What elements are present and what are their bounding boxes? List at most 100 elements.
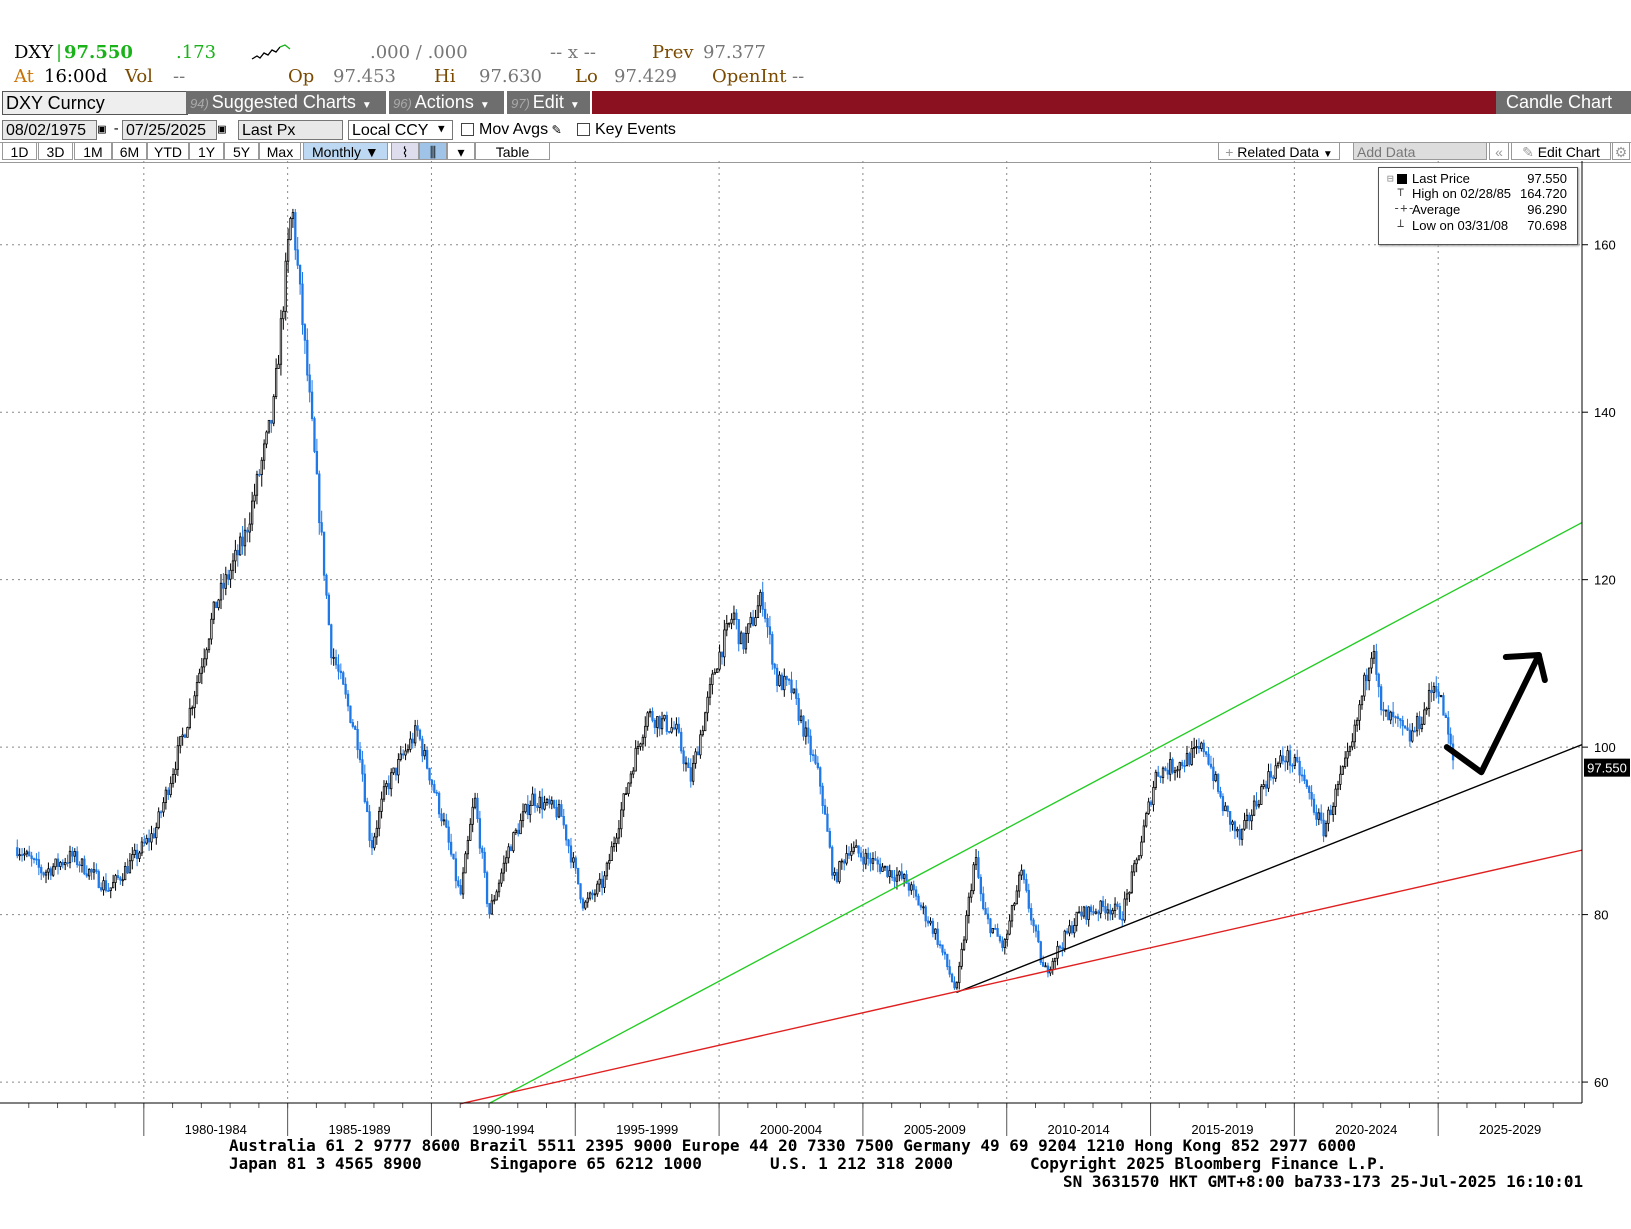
candle-body <box>380 798 383 812</box>
tab-1y[interactable]: 1Y <box>189 142 224 160</box>
frequency-selector[interactable]: Monthly ▼ <box>303 142 388 160</box>
candle-body <box>881 866 884 872</box>
calendar-icon[interactable]: ▣ <box>218 122 226 137</box>
candle-body <box>1367 667 1371 682</box>
candle-body <box>200 666 203 674</box>
tab-1d[interactable]: 1D <box>2 142 37 160</box>
mov-avgs-checkbox[interactable] <box>461 123 474 136</box>
candle-body <box>862 856 865 865</box>
candle-body <box>164 789 168 803</box>
candle-body <box>509 846 513 852</box>
tab-1m[interactable]: 1M <box>74 142 112 160</box>
chevron-down-icon[interactable]: ▾ <box>447 142 475 160</box>
candle-body <box>1233 821 1237 832</box>
candle-body <box>1164 767 1167 771</box>
candle-body <box>720 651 724 658</box>
actions-menu[interactable]: 96) Actions ▼ <box>389 91 504 114</box>
candle-body <box>804 727 808 737</box>
candle-body <box>1418 716 1421 730</box>
candle-body <box>840 860 843 863</box>
last-value-tag <box>1584 758 1630 777</box>
candle-body <box>315 451 319 475</box>
candle-body <box>327 594 331 626</box>
candle-body <box>1281 755 1285 762</box>
bar-style-icon[interactable]: ⫼ <box>419 142 447 160</box>
candle-body <box>473 797 477 808</box>
line-style-icon[interactable]: ⌇ <box>391 142 419 160</box>
candle-body <box>78 864 81 867</box>
field-selector[interactable]: Last Px <box>238 120 343 140</box>
candle-body <box>946 953 949 968</box>
candle-body <box>1075 911 1078 926</box>
candle-body <box>1087 906 1090 920</box>
candle-body <box>517 829 520 835</box>
candle-body <box>1262 784 1265 787</box>
start-date-field[interactable]: 08/02/1975 <box>2 120 97 140</box>
candle-body <box>545 798 549 803</box>
candle-body <box>821 785 824 807</box>
candle-body <box>910 884 913 891</box>
table-button[interactable]: Table <box>475 142 550 160</box>
candle-body <box>1375 651 1378 675</box>
candle-body <box>814 754 817 764</box>
candle-body <box>390 772 393 790</box>
candle-body <box>471 806 474 825</box>
candle-body <box>891 870 894 879</box>
candle-body <box>533 793 537 807</box>
candle-body <box>1149 801 1153 805</box>
pencil-icon[interactable]: ✎ <box>552 120 562 138</box>
add-data-field[interactable]: Add Data <box>1353 142 1487 160</box>
candle-body <box>461 872 465 895</box>
candle-body <box>1317 812 1320 820</box>
candle-body <box>111 882 115 889</box>
legend-label: High on 02/28/85 <box>1412 186 1512 201</box>
related-data-menu[interactable]: + Related Data ▼ <box>1218 142 1340 160</box>
candle-body <box>706 696 709 714</box>
end-date-field[interactable]: 07/25/2025 <box>122 120 217 140</box>
candle-body <box>902 874 906 879</box>
key-events-checkbox[interactable] <box>577 123 590 136</box>
tab-6m[interactable]: 6M <box>112 142 147 160</box>
chart-type-button[interactable]: Candle Chart <box>1496 91 1631 114</box>
candle-body <box>478 818 482 849</box>
security-field[interactable]: DXY Curncy <box>2 91 188 115</box>
candle-body <box>687 762 690 769</box>
candle-body <box>1219 791 1222 797</box>
tab-5y[interactable]: 5Y <box>224 142 259 160</box>
candle-body <box>495 891 498 901</box>
candle-body <box>744 633 748 650</box>
candle-body <box>1449 733 1452 745</box>
candle-body <box>641 736 645 745</box>
tab-max[interactable]: Max <box>259 142 301 160</box>
collapse-icon[interactable]: « <box>1489 142 1509 160</box>
chevron-down-icon[interactable]: ▼ <box>438 122 445 135</box>
candle-body <box>639 743 642 747</box>
candle-body <box>567 839 570 847</box>
candle-body <box>1296 757 1299 762</box>
legend-value: 97.550 <box>1527 171 1567 186</box>
candle-body <box>629 773 633 784</box>
candle-body <box>260 459 263 475</box>
candle-body <box>361 759 364 775</box>
suggested-charts-menu[interactable]: 94) Suggested Charts ▼ <box>186 91 386 114</box>
edit-menu[interactable]: 97) Edit ▼ <box>507 91 590 114</box>
candle-body <box>1063 930 1066 950</box>
candle-body <box>1346 750 1349 759</box>
tab-ytd[interactable]: YTD <box>147 142 189 160</box>
tab-3d[interactable]: 3D <box>38 142 73 160</box>
candle-body <box>905 874 908 884</box>
candle-body <box>612 843 616 848</box>
gear-icon[interactable]: ⚙ <box>1612 142 1630 160</box>
edit-chart-button[interactable]: ✎ Edit Chart <box>1511 142 1611 160</box>
candle-body <box>725 622 728 631</box>
currency-selector[interactable]: Local CCY <box>348 120 453 140</box>
candle-body <box>620 809 623 830</box>
candle-body <box>212 601 215 620</box>
calendar-icon[interactable]: ▣ <box>98 122 106 137</box>
candle-body <box>1437 691 1440 697</box>
candle-body <box>1118 905 1122 920</box>
candle-body <box>1135 859 1138 865</box>
price-chart[interactable]: 60 80 100 120 140 160 1980-1984 1985-1989 1990-1… <box>0 161 1631 1139</box>
candle-body <box>454 858 458 882</box>
caret-down-icon: ▼ <box>361 100 372 111</box>
